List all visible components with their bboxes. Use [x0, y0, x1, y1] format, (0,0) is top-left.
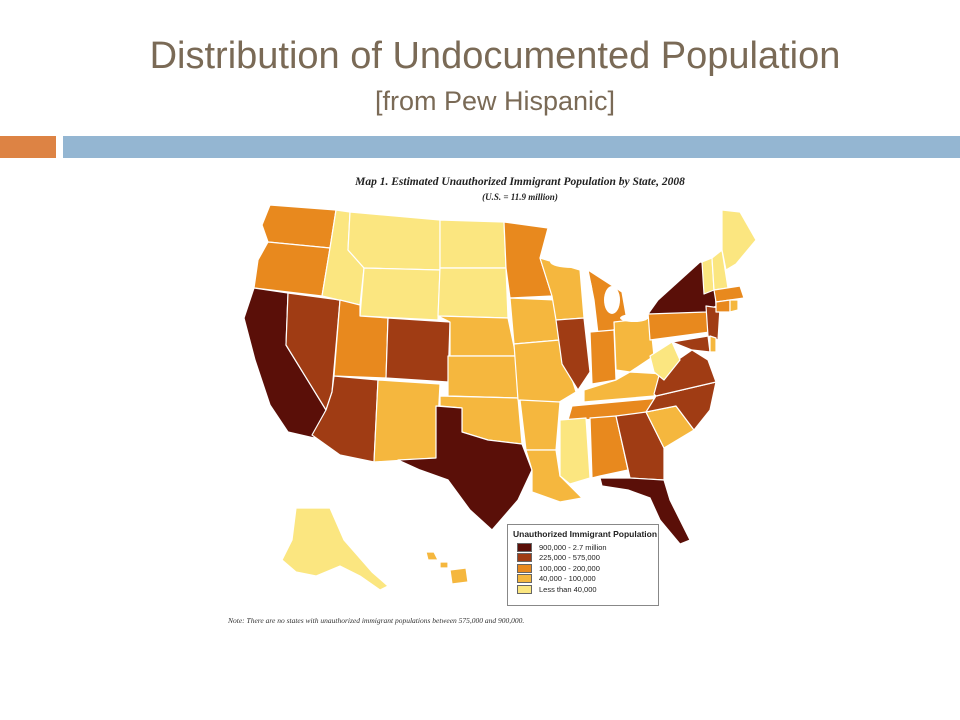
state-mississippi [559, 417, 591, 485]
state-delaware [709, 335, 717, 353]
state-indiana [589, 329, 617, 385]
state-texas [397, 405, 533, 531]
legend-item: 100,000 - 200,000 [517, 563, 658, 574]
state-alabama [589, 415, 629, 479]
legend-item: 225,000 - 575,000 [517, 553, 658, 564]
state-north-dakota [439, 219, 507, 269]
state-oregon [253, 241, 331, 297]
legend-swatch [517, 584, 532, 594]
legend-label: 225,000 - 575,000 [539, 553, 600, 563]
map-title: Map 1. Estimated Unauthorized Immigrant … [355, 176, 685, 188]
state-colorado [385, 317, 451, 383]
state-montana [347, 211, 441, 271]
slide-subtitle: [from Pew Hispanic] [374, 86, 616, 116]
state-wyoming [359, 267, 441, 321]
state-ohio [613, 317, 655, 373]
state-georgia [615, 411, 665, 481]
legend-swatch [517, 563, 532, 573]
lake-michigan [583, 278, 593, 322]
accent-bar-blue [63, 136, 960, 158]
slide-title: Distribution of Undocumented Population [149, 35, 841, 77]
state-florida [599, 477, 691, 545]
legend-title: Unauthorized Immigrant Population [513, 529, 658, 539]
state-washington [261, 204, 337, 249]
state-south-dakota [437, 267, 509, 319]
state-alaska [281, 507, 389, 591]
state-illinois [555, 317, 591, 391]
state-arkansas [519, 399, 561, 451]
state-connecticut [715, 299, 731, 313]
legend-label: 40,000 - 100,000 [539, 574, 596, 584]
map-legend: Unauthorized Immigrant Population 900,00… [507, 524, 659, 606]
legend-label: 100,000 - 200,000 [539, 563, 600, 573]
state-new-mexico [373, 379, 441, 463]
legend-label: 900,000 - 2.7 million [539, 542, 607, 552]
state-iowa [509, 297, 561, 345]
state-louisiana [525, 449, 583, 503]
state-nebraska [437, 315, 517, 357]
lake-erie [620, 314, 648, 322]
state-new-jersey [705, 305, 721, 341]
state-rhode-island [729, 299, 739, 313]
accent-bar-orange [0, 136, 56, 158]
state-massachusetts [713, 285, 745, 303]
lake-superior [550, 256, 594, 268]
legend-swatch [517, 542, 532, 552]
state-hawaii-maui [439, 561, 449, 569]
map-subtitle: (U.S. = 11.9 million) [482, 192, 558, 202]
legend-item: Less than 40,000 [517, 584, 658, 595]
legend-label: Less than 40,000 [539, 584, 597, 594]
great-lakes [550, 256, 648, 322]
state-maine [721, 209, 757, 271]
state-hawaii-big [449, 567, 469, 585]
states-group [243, 204, 757, 591]
legend-item: 900,000 - 2.7 million [517, 542, 658, 553]
legend-swatch [517, 553, 532, 563]
legend-swatch [517, 574, 532, 584]
state-west-virginia [649, 341, 681, 381]
state-kansas [447, 355, 519, 399]
state-hawaii [425, 551, 439, 561]
legend-item: 40,000 - 100,000 [517, 574, 658, 585]
map-note: Note: There are no states with unauthori… [228, 616, 525, 625]
lake-huron [604, 286, 620, 314]
state-maryland [671, 335, 711, 353]
